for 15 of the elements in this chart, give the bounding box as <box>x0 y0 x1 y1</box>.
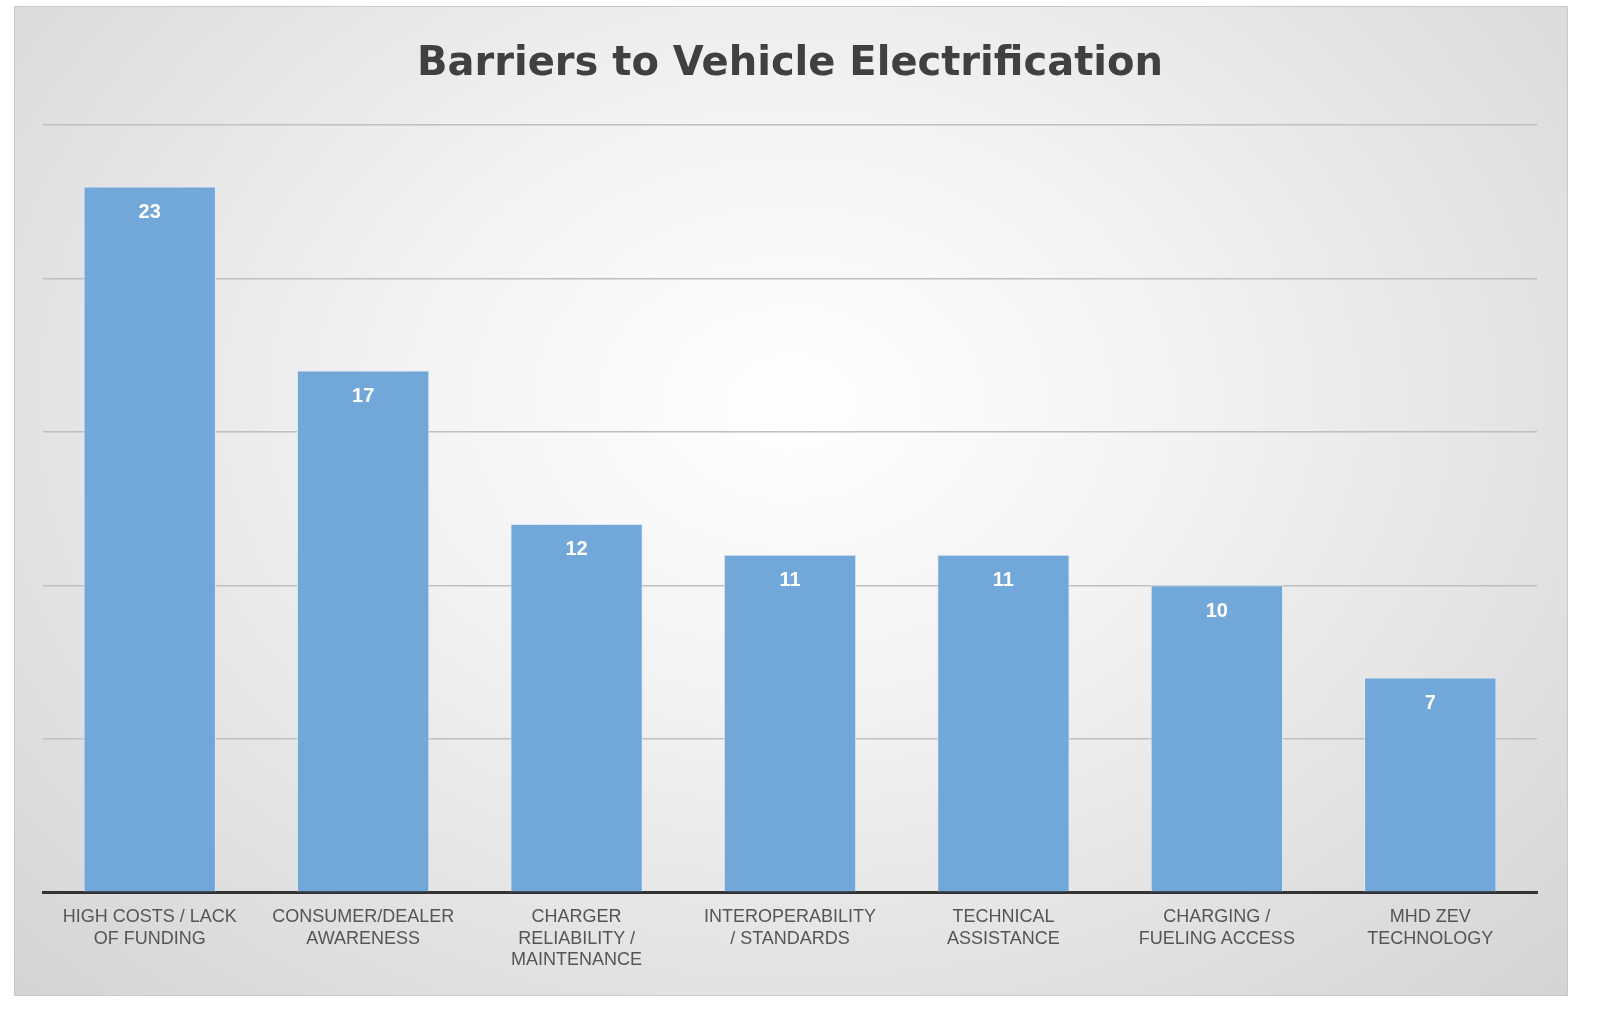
x-tick-label: CONSUMER/DEALER AWARENESS <box>272 905 455 948</box>
x-tick-label: MHD ZEV TECHNOLOGY <box>1367 905 1494 948</box>
data-label: 11 <box>992 568 1015 591</box>
data-label: 7 <box>1424 690 1436 713</box>
x-tick-label: HIGH COSTS / LACK OF FUNDING <box>62 905 237 948</box>
chart-title: Barriers to Vehicle Electrification <box>417 38 1163 85</box>
x-tick-label: CHARGER RELIABILITY / MAINTENANCE <box>511 905 643 970</box>
x-tick-label: INTEROPERABILITY / STANDARDS <box>703 905 877 948</box>
data-label: 12 <box>565 537 588 560</box>
x-tick-label: CHARGING / FUELING ACCESS <box>1138 905 1295 948</box>
data-label: 11 <box>779 568 801 591</box>
data-label: 17 <box>352 384 375 407</box>
data-label: 10 <box>1205 598 1228 621</box>
x-tick-label: TECHNICAL ASSISTANCE <box>947 905 1060 948</box>
data-label: 23 <box>138 199 161 222</box>
